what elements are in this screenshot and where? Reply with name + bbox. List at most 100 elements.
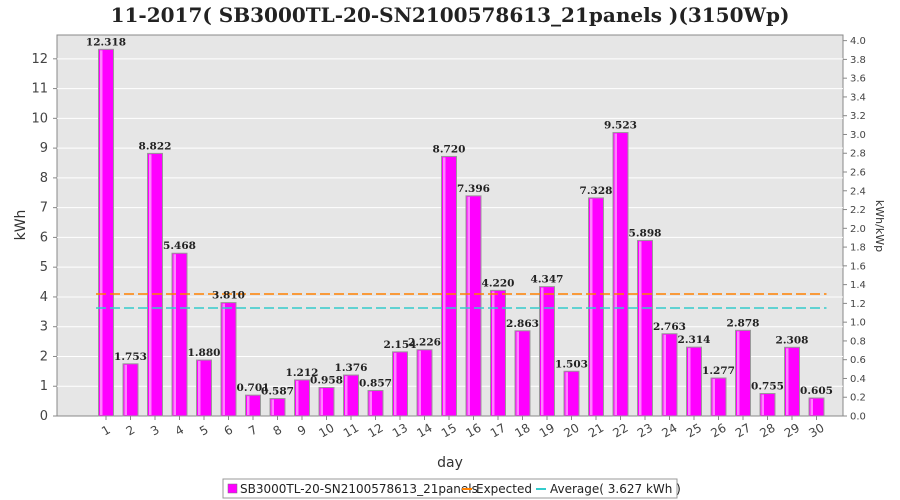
- bar-value-label: 0.587: [261, 386, 294, 398]
- bar-highlight: [516, 331, 519, 415]
- bar-highlight: [761, 394, 764, 415]
- bar-highlight: [565, 372, 568, 415]
- bar-value-label: 2.763: [653, 321, 686, 333]
- y-tick-label: 5: [40, 260, 48, 275]
- y-right-tick-label: 2.0: [850, 224, 866, 235]
- y-right-tick-label: 0.2: [850, 393, 866, 404]
- y-right-tick-label: 0.6: [850, 355, 866, 366]
- bar-value-label: 2.154: [384, 339, 417, 351]
- bar-value-label: 1.376: [335, 362, 368, 374]
- x-tick-label: 5: [197, 423, 211, 439]
- bar-value-label: 12.318: [86, 36, 126, 48]
- bar-value-label: 2.878: [727, 317, 760, 329]
- y-tick-label: 7: [40, 201, 48, 216]
- y-right-tick-label: 3.6: [850, 74, 866, 85]
- bar-value-label: 0.857: [359, 377, 392, 389]
- x-tick-label: 23: [635, 421, 655, 441]
- x-tick-label: 24: [659, 421, 679, 441]
- bar-highlight: [467, 196, 470, 415]
- x-tick-label: 4: [173, 423, 187, 439]
- bar-value-label: 9.523: [604, 120, 637, 132]
- bar-highlight: [100, 50, 103, 415]
- bar-value-label: 5.898: [629, 227, 662, 239]
- bar-highlight: [786, 348, 789, 415]
- bar-value-label: 2.314: [678, 334, 711, 346]
- bar-value-label: 2.308: [776, 334, 809, 346]
- legend-label-expected: Expected: [476, 482, 532, 496]
- x-tick-label: 20: [561, 421, 581, 441]
- bar-value-label: 3.810: [212, 290, 245, 302]
- bar-value-label: 1.277: [702, 365, 735, 377]
- bar-value-label: 1.503: [555, 358, 588, 370]
- y-right-tick-label: 1.2: [850, 299, 866, 310]
- x-tick-label: 6: [222, 423, 236, 439]
- x-tick-label: 3: [148, 423, 162, 439]
- y-right-tick-label: 1.8: [850, 243, 866, 254]
- legend: SB3000TL-20-SN2100578613_21panels Expect…: [222, 478, 681, 499]
- bar-value-label: 5.468: [163, 240, 196, 252]
- bar-highlight: [639, 241, 642, 415]
- bar-value-label: 2.863: [506, 318, 539, 330]
- y-axis-right: 0.0 0.2 0.4 0.6 0.8 1.0 1.2 1.4 1.6 1.8 2.0 2.2 2.4 2…: [843, 36, 866, 423]
- y-tick-label: 4: [40, 290, 48, 305]
- x-tick-label: 25: [684, 421, 704, 441]
- bar-highlight: [198, 361, 201, 415]
- legend-label-average: Average( 3.627 kWh ): [550, 482, 681, 496]
- y-tick-label: 9: [40, 141, 48, 156]
- bar-highlight: [810, 398, 813, 415]
- x-tick-label: 26: [708, 421, 728, 441]
- bar-highlight: [369, 391, 372, 415]
- y-tick-label: 2: [40, 349, 48, 364]
- x-tick-label: 27: [733, 421, 753, 441]
- bar-value-label: 0.605: [800, 385, 833, 397]
- x-tick-label: 11: [341, 421, 361, 441]
- x-tick-label: 16: [463, 421, 483, 441]
- y-right-tick-label: 2.8: [850, 149, 866, 160]
- x-tick-label: 10: [316, 421, 336, 441]
- y-right-tick-label: 0.4: [850, 374, 866, 385]
- chart-title: 11-2017( SB3000TL-20-SN2100578613_21pane…: [111, 3, 790, 27]
- value-labels: 12.318 1.753 8.822 5.468 1.880 3.810 0.7010.58…: [86, 36, 833, 397]
- bar-highlight: [663, 334, 666, 415]
- bar-value-label: 1.212: [286, 367, 319, 379]
- y-axis-label: kWh: [13, 210, 29, 241]
- legend-swatch-bars: [227, 483, 238, 494]
- bar-highlight: [712, 378, 715, 415]
- bar-highlight: [320, 388, 323, 415]
- bar-highlight: [394, 352, 397, 415]
- x-tick-label: 14: [414, 421, 434, 441]
- y-right-tick-label: 4.0: [850, 36, 866, 47]
- x-tick-label: 12: [365, 421, 385, 441]
- y-right-tick-label: 2.4: [850, 186, 866, 197]
- x-tick-label: 9: [295, 423, 309, 439]
- bar-value-label: 1.880: [188, 347, 221, 359]
- x-tick-label: 7: [246, 423, 260, 439]
- y-right-tick-label: 1.4: [850, 280, 866, 291]
- reference-lines: [96, 293, 827, 309]
- bar-value-label: 4.347: [531, 274, 564, 286]
- x-tick-label: 29: [782, 421, 802, 441]
- bar-value-label: 7.328: [580, 185, 613, 197]
- y-tick-label: 12: [31, 52, 48, 67]
- y-tick-label: 11: [31, 82, 48, 97]
- y-right-tick-label: 2.6: [850, 168, 866, 179]
- bar-highlight: [345, 376, 348, 415]
- bar-highlight: [271, 399, 274, 415]
- bar-value-label: 2.226: [408, 337, 441, 349]
- bar-highlight: [296, 380, 299, 415]
- bar-value-label: 4.220: [482, 277, 515, 289]
- bar-highlight: [590, 198, 593, 415]
- x-axis: 1 2 3 4 5 6 7 8 9 10 11 12 13 14 15 16 17 18 19 20 21 22 23 24 2…: [99, 416, 827, 441]
- y-right-tick-label: 0.8: [850, 336, 866, 347]
- x-tick-label: 1: [99, 423, 113, 439]
- y-tick-label: 3: [40, 320, 48, 335]
- x-tick-label: 18: [512, 421, 532, 441]
- bar-value-label: 1.753: [114, 351, 147, 363]
- x-tick-label: 19: [537, 421, 557, 441]
- y-right-tick-label: 1.6: [850, 261, 866, 272]
- x-axis-label: day: [437, 455, 463, 471]
- y-right-tick-label: 0.0: [850, 412, 866, 423]
- bar-value-label: 0.701: [237, 382, 270, 394]
